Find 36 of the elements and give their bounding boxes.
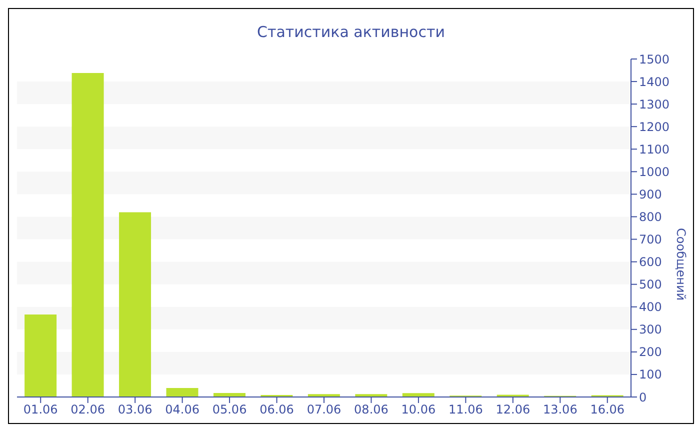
bar <box>24 314 57 397</box>
y-tick-label: 200 <box>639 345 662 360</box>
y-tick-label: 1000 <box>639 164 670 179</box>
y-tick-label: 1500 <box>639 52 670 66</box>
y-tick-label: 0 <box>639 390 647 404</box>
x-tick-label: 07.06 <box>306 402 342 417</box>
y-axis-title: Сообщений <box>674 228 688 301</box>
y-tick-label: 1100 <box>639 142 670 156</box>
y-tick-label: 1400 <box>639 74 670 89</box>
x-tick-label: 01.06 <box>23 402 58 417</box>
x-tick-label: 05.06 <box>212 402 247 417</box>
y-tick-label: 600 <box>639 255 662 270</box>
bar <box>166 388 198 397</box>
y-tick-label: 700 <box>639 232 662 247</box>
x-tick-label: 06.06 <box>260 402 294 417</box>
chart-title: Статистика активности <box>256 23 446 43</box>
y-tick-label: 400 <box>639 300 662 314</box>
y-tick-label: 300 <box>639 322 662 337</box>
x-tick-label: 08.06 <box>354 402 388 417</box>
x-tick-label: 02.06 <box>70 402 106 417</box>
bar <box>72 72 104 397</box>
y-tick-label: 900 <box>639 187 662 202</box>
x-tick-label: 03.06 <box>118 402 152 417</box>
y-tick-label: 1200 <box>639 120 670 134</box>
bar <box>119 212 152 397</box>
y-tick-label: 800 <box>639 210 662 224</box>
x-tick-label: 04.06 <box>165 402 200 417</box>
y-tick-label: 100 <box>639 368 662 382</box>
x-tick-label: 13.06 <box>542 402 578 417</box>
x-tick-label: 16.06 <box>590 402 625 417</box>
x-tick-label: 11.06 <box>448 402 483 417</box>
x-tick-label: 10.06 <box>401 402 436 417</box>
y-tick-label: 500 <box>639 278 662 292</box>
x-tick-label: 12.06 <box>496 402 530 417</box>
bar <box>402 393 434 397</box>
y-tick-label: 1300 <box>639 97 670 112</box>
